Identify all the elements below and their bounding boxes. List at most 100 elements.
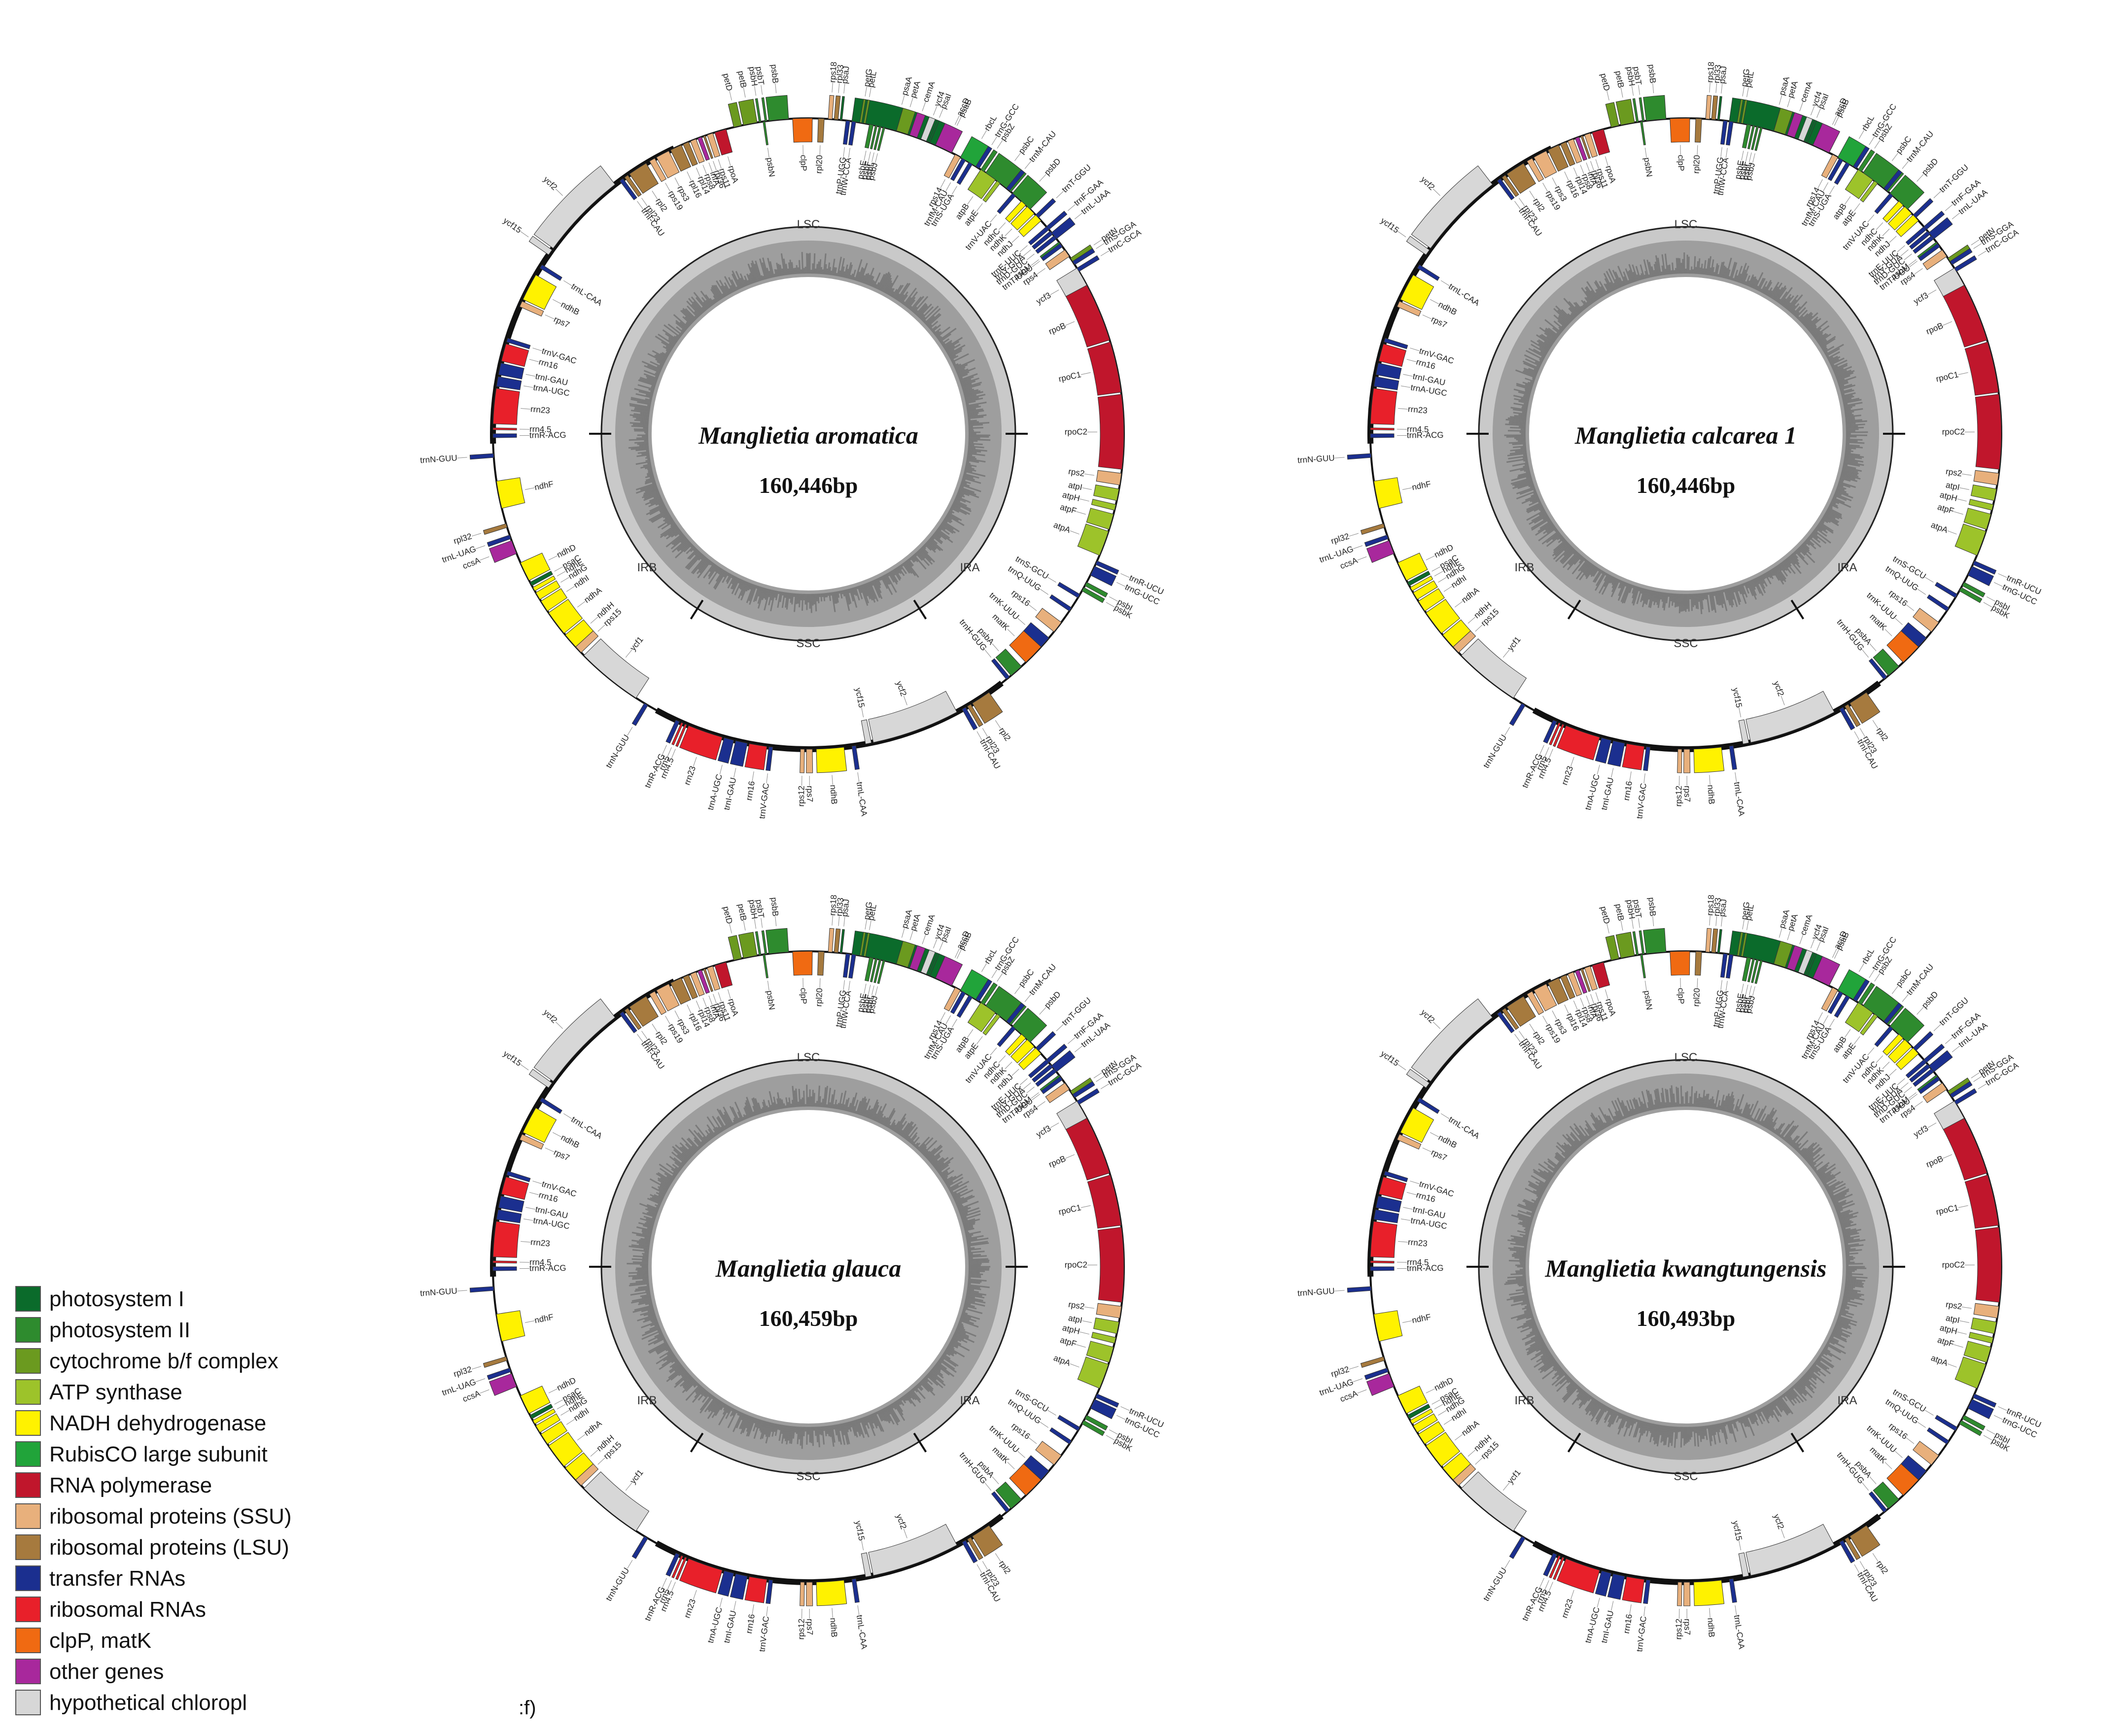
gc-spike xyxy=(650,1194,663,1201)
gc-spike xyxy=(1793,301,1808,316)
gene-block xyxy=(535,580,560,600)
gc-spike xyxy=(636,417,649,421)
gene-block xyxy=(766,928,789,954)
gc-spike xyxy=(1813,529,1831,544)
gene-block xyxy=(1006,1002,1025,1024)
gene-leader xyxy=(1067,204,1076,211)
gc-spike xyxy=(1670,593,1673,601)
gc-spike xyxy=(966,458,986,463)
gc-spike xyxy=(1654,1090,1659,1110)
gc-spike xyxy=(1640,1101,1645,1112)
gene-label: atpI xyxy=(1068,480,1083,492)
gc-spike xyxy=(922,1140,938,1155)
gc-spike xyxy=(628,446,649,449)
gc-spike xyxy=(1835,1322,1851,1329)
gc-spike xyxy=(681,1137,697,1153)
gc-spike xyxy=(865,274,871,285)
gc-spike xyxy=(895,1117,906,1133)
gene-block xyxy=(548,1432,583,1467)
gc-spike xyxy=(1812,1363,1821,1371)
gene-block xyxy=(839,96,845,121)
gc-spike xyxy=(1819,336,1836,347)
gc-spike xyxy=(1845,1285,1855,1288)
gene-leader xyxy=(982,1561,988,1570)
gene-leader xyxy=(1829,1019,1835,1028)
gc-spike xyxy=(673,314,689,328)
gene-block xyxy=(1852,979,1870,1002)
gc-spike xyxy=(1839,1219,1850,1223)
gc-spike xyxy=(639,1239,651,1243)
gc-spike xyxy=(1838,1314,1842,1317)
gene-label: rps18 xyxy=(1705,895,1716,916)
gc-spike xyxy=(1657,257,1662,276)
gc-spike xyxy=(1698,258,1701,275)
gc-spike xyxy=(858,585,863,593)
gene-leader xyxy=(1697,978,1698,988)
gc-spike xyxy=(1623,276,1628,285)
gene-block xyxy=(1407,1403,1430,1419)
gc-spike xyxy=(1705,1425,1708,1440)
gene-leader xyxy=(1047,577,1056,583)
gc-spike xyxy=(1788,294,1803,312)
gc-spike xyxy=(1804,1373,1817,1385)
gene-leader xyxy=(1401,1218,1411,1221)
gene-block xyxy=(766,746,773,771)
gc-spike xyxy=(1653,1424,1658,1441)
gc-spike xyxy=(1843,1235,1860,1240)
gc-spike xyxy=(1620,1414,1624,1419)
gene-leader xyxy=(1778,95,1782,105)
gc-spike xyxy=(1828,355,1838,362)
gene-leader xyxy=(1741,983,1744,994)
gc-spike xyxy=(931,1155,941,1165)
gc-spike xyxy=(904,1394,912,1404)
gene-label: atpH xyxy=(1939,1323,1958,1336)
gc-spike xyxy=(717,1115,727,1130)
gc-spike xyxy=(1843,1235,1851,1239)
gc-spike xyxy=(1833,1327,1843,1332)
gc-spike xyxy=(1710,259,1714,276)
gc-spike xyxy=(1526,470,1531,473)
gene-block xyxy=(697,137,710,161)
gc-spike xyxy=(914,1386,926,1399)
gc-spike xyxy=(965,463,977,467)
gc-spike xyxy=(1594,1123,1601,1132)
gc-spike xyxy=(1519,425,1526,428)
gc-spike xyxy=(1815,526,1823,532)
gc-spike xyxy=(1628,1418,1636,1436)
gene-block xyxy=(1754,127,1763,151)
gc-spike xyxy=(1526,1340,1544,1351)
gene-leader xyxy=(708,162,713,172)
gc-spike xyxy=(967,1288,975,1291)
gc-spike xyxy=(738,1411,742,1416)
gc-spike xyxy=(642,1224,654,1229)
gene-block xyxy=(1497,178,1515,201)
gene-label: ycf3 xyxy=(1912,1123,1930,1139)
gc-spike xyxy=(1801,1376,1811,1386)
gc-spike xyxy=(1588,1135,1591,1139)
gc-spike xyxy=(830,1425,835,1447)
gc-spike xyxy=(1787,556,1802,574)
gc-spike xyxy=(920,1146,927,1153)
gc-spike xyxy=(1774,287,1783,301)
gene-leader xyxy=(1638,85,1640,95)
gc-spike xyxy=(1540,1359,1556,1371)
gc-spike xyxy=(1621,1415,1628,1428)
gc-spike xyxy=(657,1179,670,1187)
gc-spike xyxy=(1809,1368,1814,1373)
gene-block xyxy=(943,987,961,1011)
gc-spike xyxy=(967,1242,989,1247)
gc-spike xyxy=(889,1119,896,1129)
gene-leader xyxy=(1026,1086,1035,1093)
gene-leader xyxy=(1082,487,1092,490)
gc-spike xyxy=(1526,1316,1534,1319)
gene-leader xyxy=(1816,941,1821,951)
gc-spike xyxy=(1534,368,1539,372)
gc-spike xyxy=(1842,1299,1863,1305)
gene-label: ndhB xyxy=(559,300,581,317)
gc-spike xyxy=(791,1100,794,1108)
gc-spike xyxy=(641,1230,652,1234)
gc-spike xyxy=(1795,1147,1800,1151)
gc-spike xyxy=(657,361,664,366)
gene-leader xyxy=(843,83,845,94)
gene-block xyxy=(679,1558,723,1594)
